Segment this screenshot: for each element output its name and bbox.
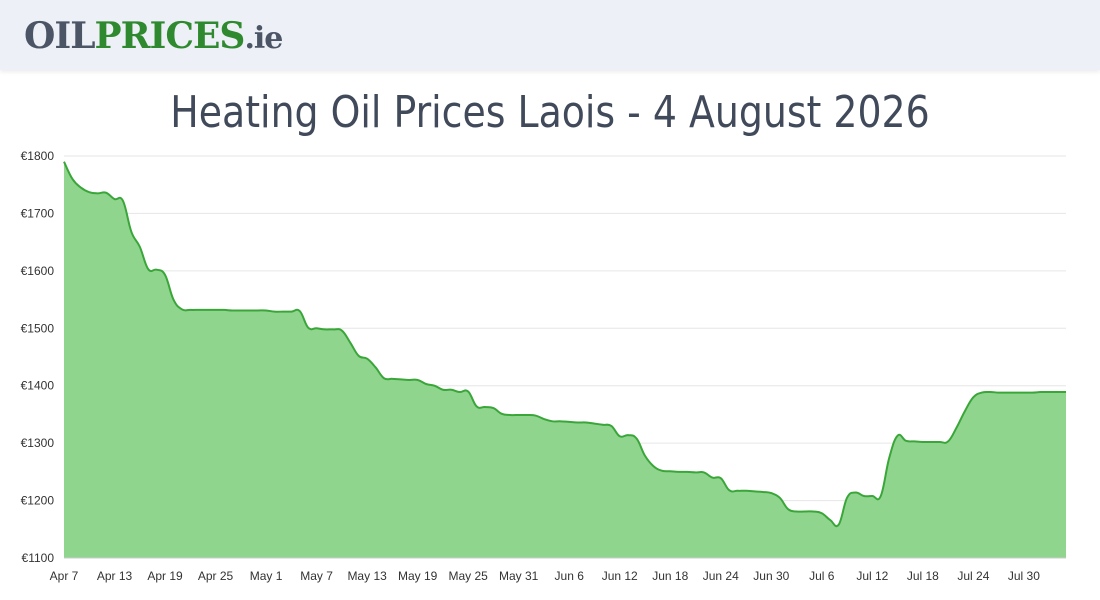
logo-text-prices: PRICES bbox=[94, 15, 246, 57]
x-tick-label: Jun 6 bbox=[555, 569, 585, 583]
x-tick-label: May 25 bbox=[448, 569, 488, 583]
y-tick-label: €1600 bbox=[21, 264, 55, 278]
page-title: Heating Oil Prices Laois - 4 August 2026 bbox=[170, 87, 930, 138]
x-tick-label: Jul 24 bbox=[957, 569, 989, 583]
x-tick-label: Jul 18 bbox=[907, 569, 939, 583]
x-tick-label: Apr 7 bbox=[50, 569, 79, 583]
x-tick-label: Apr 19 bbox=[147, 569, 183, 583]
x-tick-label: May 7 bbox=[300, 569, 333, 583]
logo-text-domain: .ie bbox=[244, 21, 283, 56]
top-bar: OILPRICES.ie bbox=[0, 0, 1100, 70]
x-tick-label: May 31 bbox=[499, 569, 539, 583]
x-tick-label: Jun 18 bbox=[652, 569, 688, 583]
x-tick-label: May 13 bbox=[347, 569, 387, 583]
y-tick-label: €1700 bbox=[21, 206, 55, 220]
x-tick-label: Jul 6 bbox=[809, 569, 835, 583]
y-tick-label: €1800 bbox=[21, 149, 55, 163]
x-tick-label: Jul 30 bbox=[1008, 569, 1040, 583]
x-tick-label: May 19 bbox=[398, 569, 438, 583]
price-line bbox=[63, 161, 1066, 528]
y-tick-label: €1100 bbox=[22, 551, 55, 565]
x-tick-label: Apr 25 bbox=[198, 569, 234, 583]
x-tick-label: Jun 30 bbox=[753, 569, 789, 583]
site-logo[interactable]: OILPRICES.ie bbox=[24, 14, 283, 61]
y-tick-label: €1300 bbox=[21, 436, 55, 450]
price-area bbox=[64, 161, 1066, 558]
x-tick-label: Jul 12 bbox=[856, 569, 888, 583]
logo-text-oil: OIL bbox=[24, 15, 96, 57]
y-tick-label: €1200 bbox=[21, 494, 55, 508]
price-chart: €1100 €1200 €1300 €1400 €1500 €1600 €1700 €1800… bbox=[21, 149, 1066, 583]
x-tick-label: Jun 12 bbox=[602, 569, 638, 583]
x-tick-label: Apr 13 bbox=[97, 569, 133, 583]
x-tick-label: May 1 bbox=[250, 569, 283, 583]
y-tick-label: €1500 bbox=[21, 321, 55, 335]
x-tick-label: Jun 24 bbox=[703, 569, 739, 583]
y-tick-label: €1400 bbox=[21, 379, 55, 393]
